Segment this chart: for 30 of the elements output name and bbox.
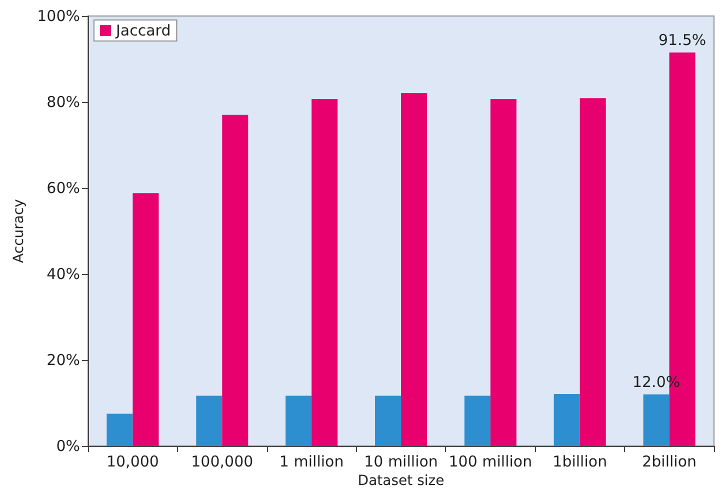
bar <box>312 98 338 446</box>
bar <box>375 396 401 446</box>
y-axis-title: Accuracy <box>11 199 28 263</box>
x-tick-label: 1billion <box>552 452 608 470</box>
bar <box>554 394 580 446</box>
bar <box>132 193 159 446</box>
y-tick-label: 20% <box>46 351 80 369</box>
y-tick-label: 80% <box>46 93 80 111</box>
bar <box>286 396 312 446</box>
y-tick-label: 40% <box>46 265 80 283</box>
bar <box>580 98 606 446</box>
x-tick-label: 1 million <box>279 452 344 470</box>
bar <box>401 92 427 446</box>
y-tick-label: 60% <box>46 179 80 197</box>
x-tick-label: 10,000 <box>106 452 159 470</box>
x-tick-label: 100,000 <box>191 452 254 470</box>
bar <box>222 114 248 446</box>
y-tick-label: 0% <box>56 437 80 455</box>
bar <box>490 98 516 446</box>
x-tick-label: 2billion <box>642 452 696 470</box>
bar <box>643 394 670 446</box>
bar <box>196 396 222 446</box>
x-tick-label: 100 million <box>448 452 532 470</box>
legend-label: Jaccard <box>115 22 171 40</box>
data-label: 91.5% <box>658 31 706 50</box>
x-tick-label: 10 million <box>364 452 438 470</box>
y-tick-label: 100% <box>37 7 80 25</box>
bar <box>106 414 133 446</box>
x-axis-title: Dataset size <box>358 473 444 489</box>
bar <box>464 396 490 446</box>
